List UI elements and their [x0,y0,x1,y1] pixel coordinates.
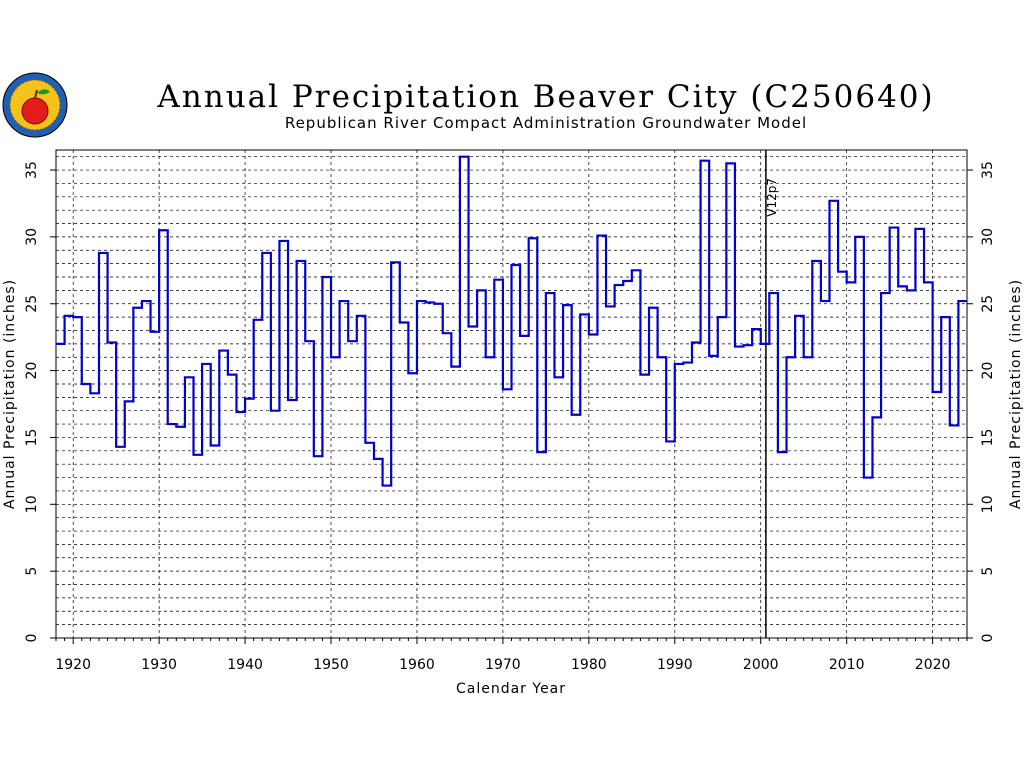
x-tick-label: 1930 [141,657,177,673]
y-axis-label-right: Annual Precipitation (inches) [1008,279,1024,509]
grid [56,150,967,638]
x-tick-label: 2020 [915,657,951,673]
x-tick-label: 2000 [743,657,779,673]
y-tick-label-left: 15 [24,429,40,447]
x-tick-label: 1960 [399,657,435,673]
series-line [56,155,967,487]
y-tick-label-right: 25 [980,295,996,313]
x-tick-label: 1940 [227,657,263,673]
series [56,155,967,487]
y-tick-label-right: 15 [980,429,996,447]
rrca-logo [2,72,68,138]
x-tick-label: 1990 [657,657,693,673]
y-tick-label-left: 35 [24,161,40,179]
y-tick-label-right: 5 [980,567,996,576]
y-tick-label-right: 10 [980,495,996,513]
annotation-label: V12p7 [765,178,779,217]
y-tick-label-left: 10 [24,495,40,513]
y-tick-label-right: 0 [980,634,996,643]
chart-subtitle: Republican River Compact Administration … [285,114,807,132]
y-tick-label-right: 20 [980,362,996,380]
x-tick-label: 1920 [55,657,91,673]
x-tick-label: 2010 [829,657,865,673]
axis-ticks: 1920 1930 1940 1950 1960 1970 1980 1990 2000 2010… [24,161,996,673]
chart-title: Annual Precipitation Beaver City (C25064… [156,79,934,115]
x-tick-label: 1980 [571,657,607,673]
y-tick-label-left: 5 [24,567,40,576]
y-axis-label-left: Annual Precipitation (inches) [2,279,18,509]
annotation: V12p7 [765,150,779,638]
y-tick-label-right: 35 [980,161,996,179]
x-tick-label: 1970 [485,657,521,673]
y-tick-label-left: 20 [24,362,40,380]
y-tick-label-right: 30 [980,228,996,246]
y-tick-label-left: 0 [24,634,40,643]
y-tick-label-left: 30 [24,228,40,246]
y-tick-label-left: 25 [24,295,40,313]
x-tick-label: 1950 [313,657,349,673]
x-axis-label: Calendar Year [456,681,566,697]
